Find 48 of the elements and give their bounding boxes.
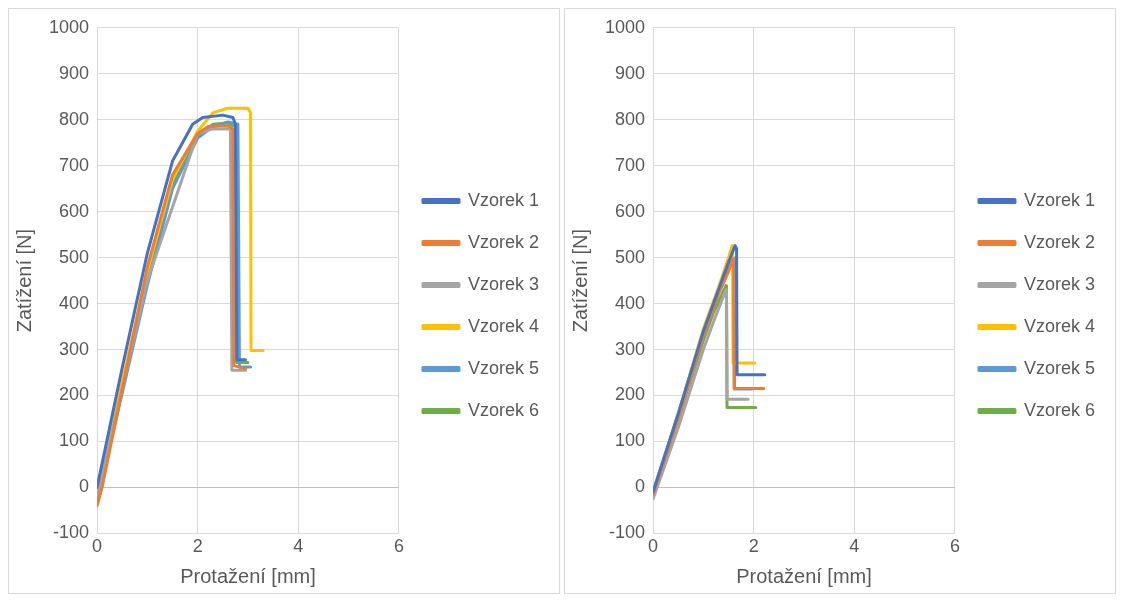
y-tick-label: 400 [59, 292, 90, 313]
y-tick-label: 700 [615, 154, 646, 175]
legend-label: Vzorek 1 [467, 189, 540, 210]
legend-label: Vzorek 3 [467, 273, 540, 294]
y-tick-label: 100 [615, 430, 646, 451]
y-tick-label: 100 [59, 430, 90, 451]
y-axis-title: Zatížení [N] [568, 228, 591, 333]
y-tick-label: 500 [615, 246, 646, 267]
x-axis-title: Protažení [mm] [736, 564, 872, 587]
legend-label: Vzorek 1 [1023, 189, 1096, 210]
y-tick-label: 0 [79, 476, 90, 497]
y-tick-label: 1000 [605, 16, 646, 37]
legend-label: Vzorek 5 [467, 357, 540, 378]
legend-label: Vzorek 4 [467, 315, 540, 336]
legend-label: Vzorek 4 [1023, 315, 1096, 336]
y-tick-label: 900 [59, 62, 90, 83]
y-tick-label: 200 [59, 384, 90, 405]
legend-label: Vzorek 3 [1023, 273, 1096, 294]
x-tick-label: 6 [393, 536, 404, 557]
x-tick-label: 4 [293, 536, 304, 557]
x-tick-label: 4 [849, 536, 860, 557]
y-tick-label: 200 [615, 384, 646, 405]
y-tick-label: 800 [59, 108, 90, 129]
x-tick-label: 0 [92, 536, 103, 557]
y-tick-label: -100 [53, 522, 90, 543]
legend-label: Vzorek 5 [1023, 357, 1096, 378]
y-tick-label: 400 [615, 292, 646, 313]
y-tick-label: 0 [635, 476, 646, 497]
x-tick-label: 6 [949, 536, 960, 557]
y-tick-label: 500 [59, 246, 90, 267]
legend-label: Vzorek 2 [467, 231, 540, 252]
y-tick-label: 900 [615, 62, 646, 83]
x-tick-label: 2 [192, 536, 203, 557]
y-tick-label: 1000 [49, 16, 90, 37]
legend-label: Vzorek 6 [467, 399, 540, 420]
y-tick-label: 700 [59, 154, 90, 175]
y-tick-label: 800 [615, 108, 646, 129]
x-tick-label: 0 [648, 536, 659, 557]
x-axis-title: Protažení [mm] [180, 564, 316, 587]
y-tick-label: 600 [59, 200, 90, 221]
y-tick-label: 300 [59, 338, 90, 359]
y-tick-label: 300 [615, 338, 646, 359]
y-tick-label: -100 [609, 522, 646, 543]
x-tick-label: 2 [748, 536, 759, 557]
legend-label: Vzorek 2 [1023, 231, 1096, 252]
y-axis-title: Zatížení [N] [12, 228, 35, 333]
legend-label: Vzorek 6 [1023, 399, 1096, 420]
y-tick-label: 600 [615, 200, 646, 221]
